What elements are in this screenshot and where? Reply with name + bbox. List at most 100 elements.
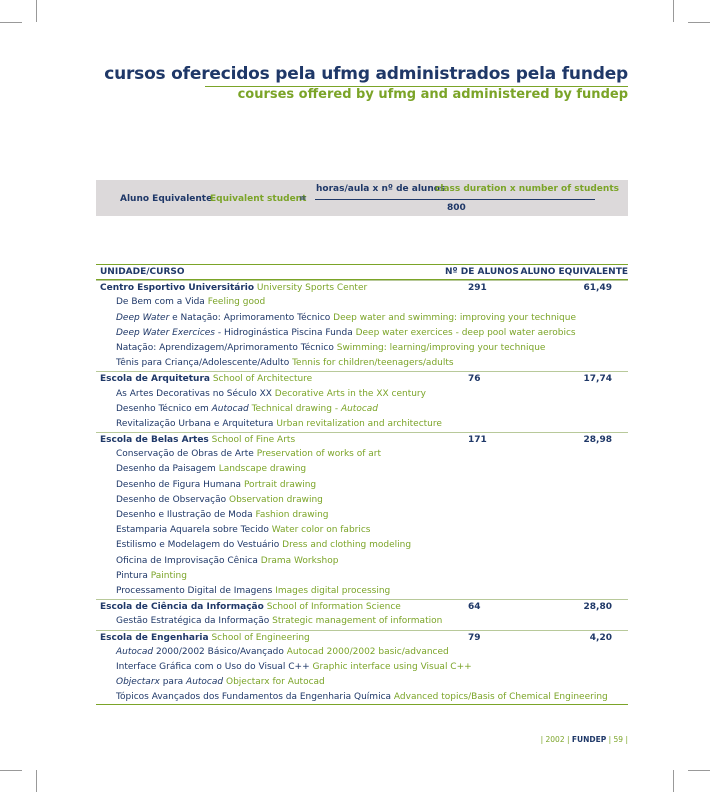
course-pt: e Natação: Aprimoramento Técnico [169,312,331,323]
unit-name: Escola de Engenharia School of Engineeri… [100,631,310,646]
course-en: Dress and clothing modeling [282,540,412,551]
crop-mark [36,0,37,22]
course-en: Tennis for children/teenagers/adults [292,358,454,369]
formula-label: Aluno Equivalente [120,194,213,204]
course-en: Objectarx for Autocad [225,677,325,688]
unit-name: Escola de Belas Artes School of Fine Art… [100,433,295,448]
denominator: 800 [447,203,466,213]
course-en: Drama Workshop [260,555,339,566]
course-row: Natação: Aprendizagem/Aprimoramento Técn… [96,341,628,356]
course-pt: Processamento Digital de Imagens [116,585,273,596]
course-pt: - Hidroginástica Piscina Funda [215,327,353,338]
course: Desenho de Observação Observation drawin… [116,493,323,508]
course-row: Revitalização Urbana e Arquitetura Urban… [96,417,628,432]
crop-mark [688,22,710,23]
course-en: Water color on fabrics [271,525,371,536]
subtitle: courses offered by ufmg and administered… [237,87,628,102]
course-pt: As Artes Decorativas no Século XX [116,388,272,399]
course: Desenho da Paisagem Landscape drawing [116,462,306,477]
course: De Bem com a Vida Feeling good [116,295,265,310]
crop-mark [0,22,22,23]
numerator-en: class duration x number of students [435,184,619,194]
course-en: Advanced topics/Basis of Chemical Engine… [393,692,608,703]
course-row: Desenho Técnico em Autocad Technical dra… [96,402,628,417]
course: Objectarx para Autocad Objectarx for Aut… [116,675,325,690]
course-en: Fashion drawing [255,510,329,520]
course-row: Autocad 2000/2002 Básico/Avançado Autoca… [96,645,628,660]
unit-name-pt: Escola de Belas Artes [100,435,209,446]
course-pt: para [159,677,187,688]
title: cursos oferecidos pela ufmg administrado… [104,64,628,84]
course-en: Observation drawing [229,494,323,505]
unit-name-en: School of Information Science [266,602,401,613]
unit-row: Escola de Arquitetura School of Architec… [96,371,628,386]
course-en: Swimming: learning/improving your techni… [336,342,546,353]
course-row: As Artes Decorativas no Século XX Decora… [96,387,628,402]
course: Pintura Painting [116,569,187,584]
course-en: Autocad 2000/2002 basic/advanced [286,646,449,657]
course-row: Gestão Estratégica da Informação Strateg… [96,614,628,629]
equivalent: 61,49 [583,283,612,294]
course-pt: Natação: Aprendizagem/Aprimoramento Técn… [116,342,334,353]
course-pt: Conservação de Obras de Arte [116,449,254,460]
course-pt: Desenho de Figura Humana [116,479,242,490]
crop-mark [36,770,37,792]
equivalent: 17,74 [583,374,612,385]
course-en: Images digital processing [275,585,391,596]
course-en: Decorative Arts in the XX century [274,388,426,399]
course-row: Estamparia Aquarela sobre Tecido Water c… [96,523,628,538]
course: Desenho de Figura Humana Portrait drawin… [116,478,316,493]
course-pt: Autocad [211,403,249,414]
course-en: Feeling good [207,297,266,308]
course-en: Graphic interface using Visual C++ [312,661,472,672]
unit-name-en: School of Engineering [211,632,310,643]
students: 76 [468,374,481,385]
course-en: Preservation of works of art [256,449,382,460]
course-row: Oficina de Improvisação Cênica Drama Wor… [96,554,628,569]
course-row: Desenho de Observação Observation drawin… [96,493,628,508]
unit-name-en: School of Fine Arts [211,435,296,446]
numerator: horas/aula x nº de alunos [316,184,446,194]
formula-box: Aluno Equivalente Equivalent student = h… [96,180,628,216]
unit-row: Escola de Belas Artes School of Fine Art… [96,432,628,447]
course-en: Landscape drawing [218,464,307,475]
course-pt: Desenho e Ilustração de Moda [116,510,253,520]
rule [205,86,628,87]
course-pt: Pintura [116,570,148,581]
students: 64 [468,602,481,613]
course-row: Objectarx para Autocad Objectarx for Aut… [96,675,628,690]
students: 171 [468,435,487,446]
footer-year: 2002 [545,735,565,744]
course-row: Interface Gráfica com o Uso do Visual C+… [96,660,628,675]
course-pt: Desenho Técnico em [116,403,212,414]
course-pt: Oficina de Improvisação Cênica [116,555,258,566]
column-header: ALUNO EQUIVALENTE [520,267,628,277]
course-row: Tópicos Avançados dos Fundamentos da Eng… [96,690,628,706]
equivalent: 28,80 [583,602,612,613]
course-en: Strategic management of information [272,616,443,627]
unit-name-en: School of Architecture [212,374,313,385]
course: Deep Water Exercices - Hidroginástica Pi… [116,326,576,341]
course-pt: Interface Gráfica com o Uso do Visual C+… [116,661,310,672]
table: UNIDADE/CURSO Nº DE ALUNOS ALUNO EQUIVAL… [96,264,628,706]
course: Estamparia Aquarela sobre Tecido Water c… [116,523,371,538]
course-en: Technical drawing - [251,403,341,414]
unit-row: Escola de Engenharia School of Engineeri… [96,629,628,646]
course-row: Desenho de Figura Humana Portrait drawin… [96,478,628,493]
unit-name-pt: Escola de Arquitetura [100,374,210,385]
course-en: Deep water exercices - deep pool water a… [355,327,576,338]
course-en: Portrait drawing [243,479,317,490]
course-pt: Tênis para Criança/Adolescente/Adulto [116,358,290,369]
unit-name-pt: Escola de Ciência da Informação [100,602,264,613]
course-pt: Deep Water [116,312,170,323]
page-number: 59 [613,735,624,744]
unit-name: Escola de Arquitetura School of Architec… [100,372,312,387]
course-pt: Revitalização Urbana e Arquitetura [116,418,274,429]
course-row: Tênis para Criança/Adolescente/Adulto Te… [96,356,628,371]
unit-name: Centro Esportivo Universitário Universit… [100,281,367,296]
table-header: UNIDADE/CURSO Nº DE ALUNOS ALUNO EQUIVAL… [96,264,628,281]
course-row: Desenho e Ilustração de Moda Fashion dra… [96,508,628,523]
course-pt: Desenho de Observação [116,494,227,505]
crop-mark [673,0,674,22]
